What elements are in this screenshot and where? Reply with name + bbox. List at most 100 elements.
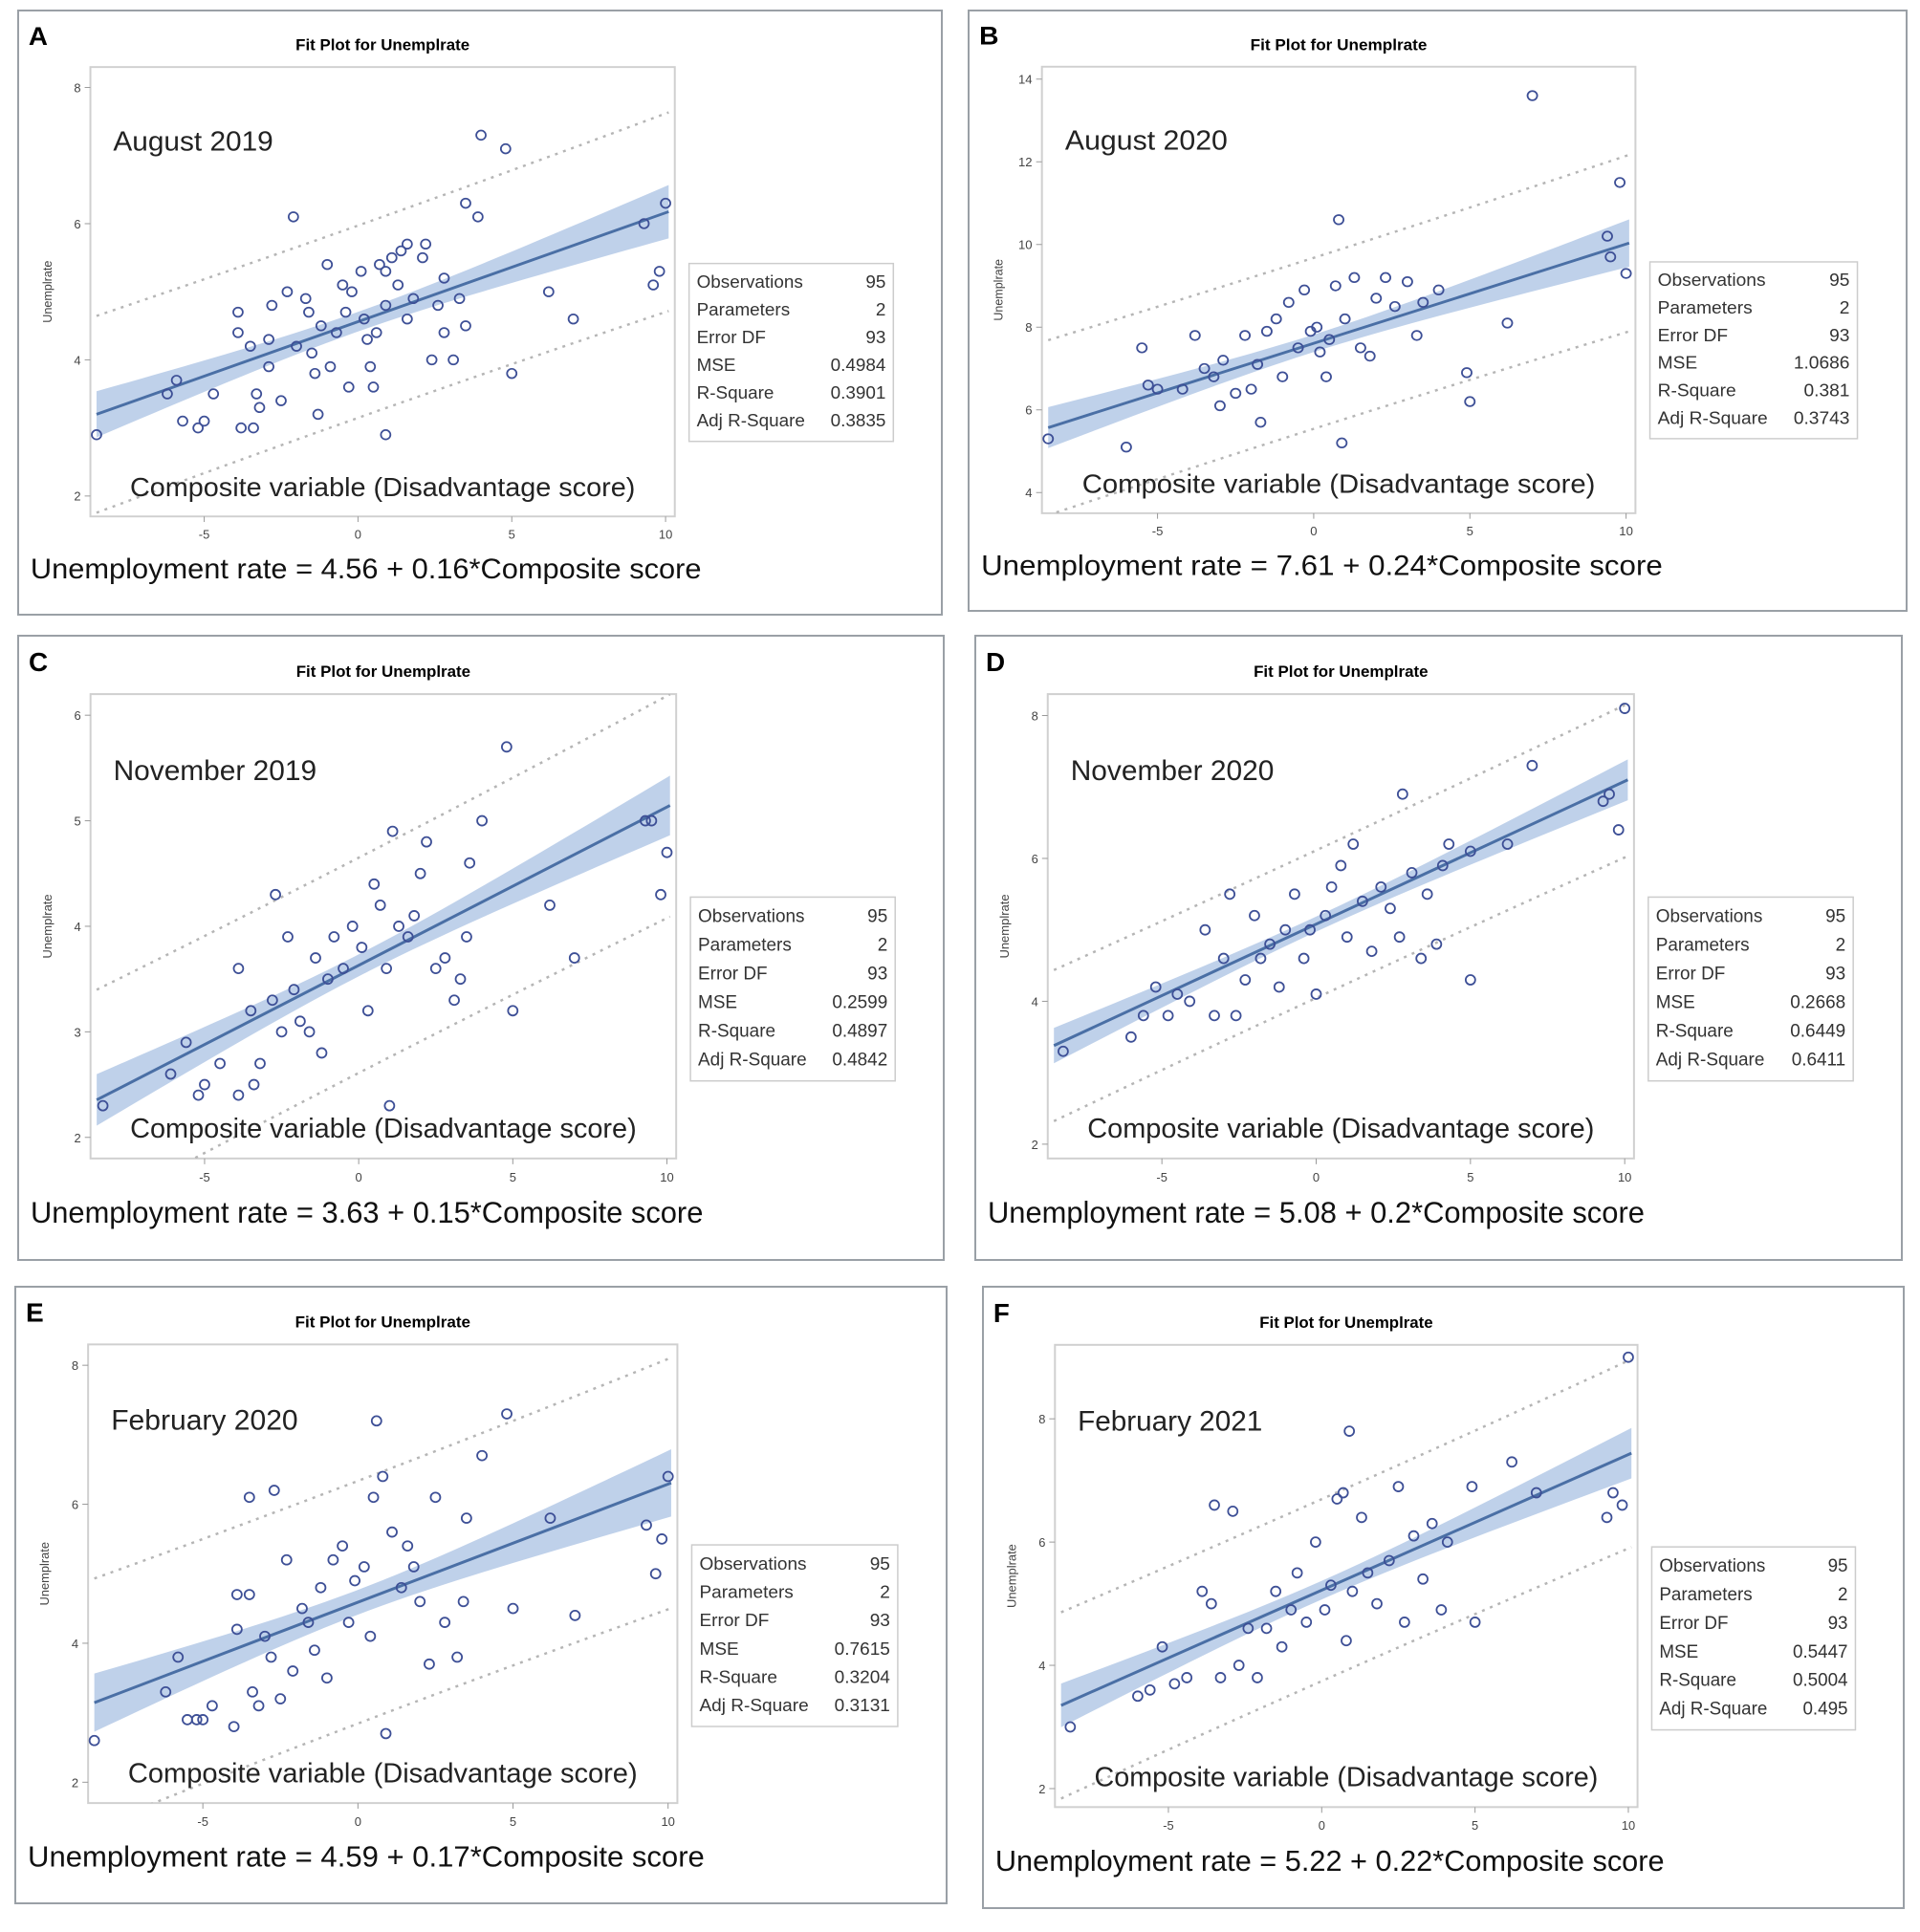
y-tick-label: 2 [75, 1131, 81, 1145]
data-point [1336, 437, 1348, 449]
data-point [1357, 895, 1368, 907]
data-point [1443, 838, 1455, 850]
data-point [1144, 1683, 1156, 1696]
data-point [263, 360, 274, 373]
data-point [1430, 938, 1443, 950]
stat-value: 93 [1829, 325, 1849, 345]
y-tick-label: 4 [72, 1637, 78, 1651]
fit-line [94, 1481, 672, 1704]
data-point [1300, 1617, 1313, 1628]
y-tick-label: 6 [72, 1498, 78, 1512]
data-point [1604, 788, 1615, 800]
data-point [207, 388, 220, 400]
data-point [471, 211, 484, 223]
stat-value: 93 [1825, 965, 1845, 985]
y-tick-label: 4 [75, 920, 81, 934]
x-tick-label: -5 [1156, 1170, 1167, 1184]
data-point [355, 266, 367, 277]
stat-label: Parameters [698, 935, 792, 955]
data-point [429, 1491, 442, 1504]
data-point [1058, 1045, 1069, 1057]
data-point [1189, 330, 1201, 341]
data-point [1260, 1622, 1273, 1635]
data-point [380, 429, 392, 441]
fit-plot-d: D Fit Plot for Unemplrate 2 4 6 8 -5 0 5 10 Unempl… [986, 647, 1854, 1229]
y-tick-label: 8 [1038, 1412, 1045, 1426]
data-point [303, 306, 315, 318]
stat-value: 0.381 [1803, 380, 1849, 401]
data-point [88, 1734, 100, 1747]
data-point [1120, 441, 1132, 453]
stat-label: R-Square [1659, 1671, 1736, 1691]
data-point [1042, 433, 1055, 445]
data-point [310, 952, 321, 964]
y-tick-label: 6 [1032, 852, 1038, 866]
data-point [1230, 1009, 1242, 1022]
stat-label: Error DF [1658, 325, 1728, 345]
stat-label: Observations [698, 906, 804, 926]
data-point [302, 1617, 315, 1628]
data-point [1602, 230, 1613, 242]
prediction-limit-upper [96, 111, 669, 317]
stat-value: 95 [867, 906, 887, 926]
data-point [97, 1099, 109, 1112]
data-point [1371, 1597, 1383, 1610]
data-point [542, 286, 555, 297]
y-tick-label: 12 [1018, 155, 1033, 169]
data-point [254, 1057, 266, 1070]
data-point [275, 395, 287, 406]
data-point [439, 1617, 451, 1628]
data-point [1597, 795, 1609, 808]
x-tick-label: -5 [199, 528, 209, 542]
data-point [296, 1602, 308, 1615]
chart-title: Fit Plot for Unemplrate [1251, 36, 1428, 54]
panel-letter: F [993, 1298, 1010, 1328]
data-point [243, 1491, 255, 1504]
data-point [1230, 387, 1242, 400]
data-point [315, 320, 327, 332]
stat-label: Adj R-Square [1659, 1700, 1767, 1720]
x-tick-label: 10 [660, 1170, 673, 1184]
data-point [1291, 1567, 1303, 1579]
data-point [1314, 346, 1326, 358]
data-point [380, 1727, 392, 1740]
x-axis-label: Composite variable (Disadvantage score) [130, 472, 635, 503]
data-point [1385, 902, 1396, 915]
stat-value: 0.5004 [1793, 1671, 1848, 1691]
data-point [303, 1026, 316, 1038]
prediction-limit-lower [150, 1607, 672, 1804]
data-point [1142, 380, 1154, 391]
data-point [206, 1700, 218, 1712]
data-point [1298, 284, 1311, 296]
data-point [281, 286, 294, 297]
y-tick-label: 8 [72, 1358, 78, 1373]
x-tick-label: 10 [659, 528, 672, 542]
data-point [500, 741, 513, 753]
data-point [1530, 1487, 1542, 1499]
stat-value: 93 [867, 965, 887, 985]
data-point [1289, 888, 1300, 901]
data-point [1370, 293, 1383, 304]
data-point [1213, 400, 1226, 412]
data-point [1623, 1351, 1634, 1363]
period-annotation: November 2020 [1071, 755, 1275, 787]
x-axis-label: Composite variable (Disadvantage score) [1082, 469, 1596, 499]
fit-statistics-table [1650, 1546, 1857, 1731]
prediction-limit-upper [1060, 1357, 1632, 1614]
data-point [432, 299, 444, 312]
y-tick-label: 6 [1025, 403, 1032, 418]
stat-label: Parameters [697, 299, 791, 319]
stat-value: 0.6411 [1792, 1051, 1845, 1071]
data-point [1329, 280, 1342, 292]
data-point [414, 867, 426, 879]
data-point [660, 197, 671, 209]
data-point [1198, 362, 1211, 375]
chart-title: Fit Plot for Unemplrate [1259, 1313, 1432, 1332]
y-axis-label: Unemplrate [991, 259, 1005, 321]
stat-label: Error DF [699, 1611, 769, 1631]
data-point [1407, 1530, 1420, 1542]
data-point [247, 1685, 258, 1698]
data-point [1260, 325, 1273, 337]
data-point [172, 1651, 185, 1663]
data-point [661, 846, 673, 858]
